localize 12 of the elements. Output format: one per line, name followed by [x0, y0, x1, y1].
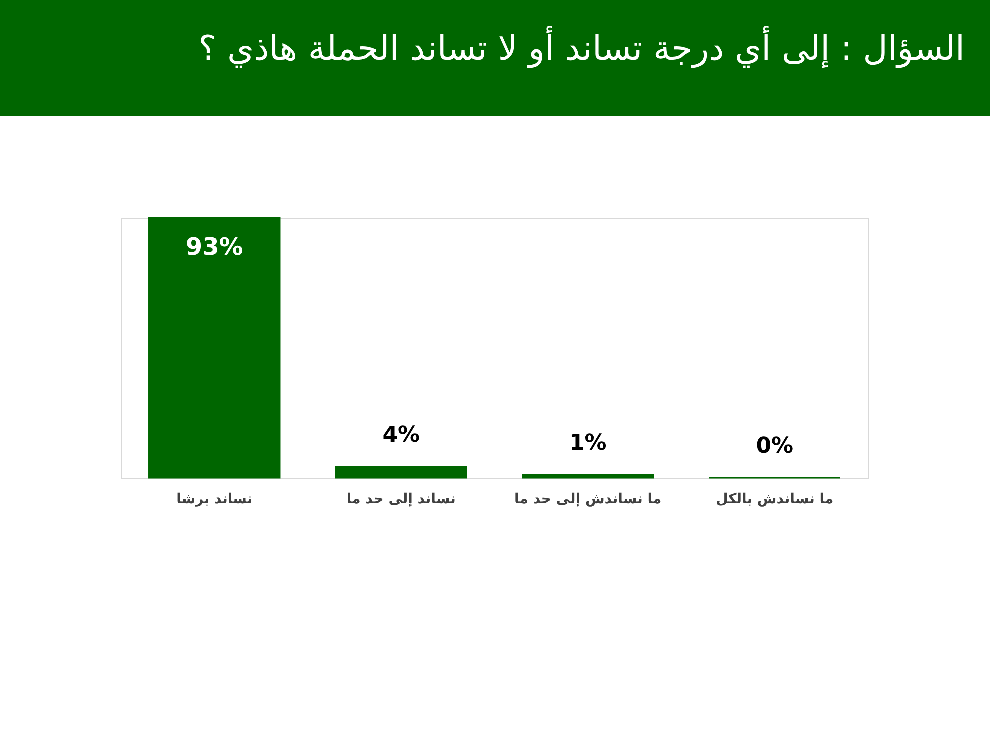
bar: [148, 217, 281, 479]
data-label: 1%: [569, 431, 607, 456]
chart-title: السؤال : إلى أي درجة تساند أو لا تساند الحملة هاذي ؟: [198, 26, 965, 69]
data-label: 4%: [382, 422, 420, 448]
x-tick-label: ما نساندش بالكل: [716, 492, 834, 508]
bar: [335, 466, 468, 479]
x-tick-label: نساند برشا: [176, 492, 253, 508]
x-tick-label: نساند إلى حد ما: [346, 492, 456, 508]
bar: [522, 474, 654, 479]
data-label: 0%: [756, 434, 794, 459]
x-tick-label: ما نساندش إلى حد ما: [514, 492, 662, 508]
data-label: 93%: [186, 233, 244, 261]
